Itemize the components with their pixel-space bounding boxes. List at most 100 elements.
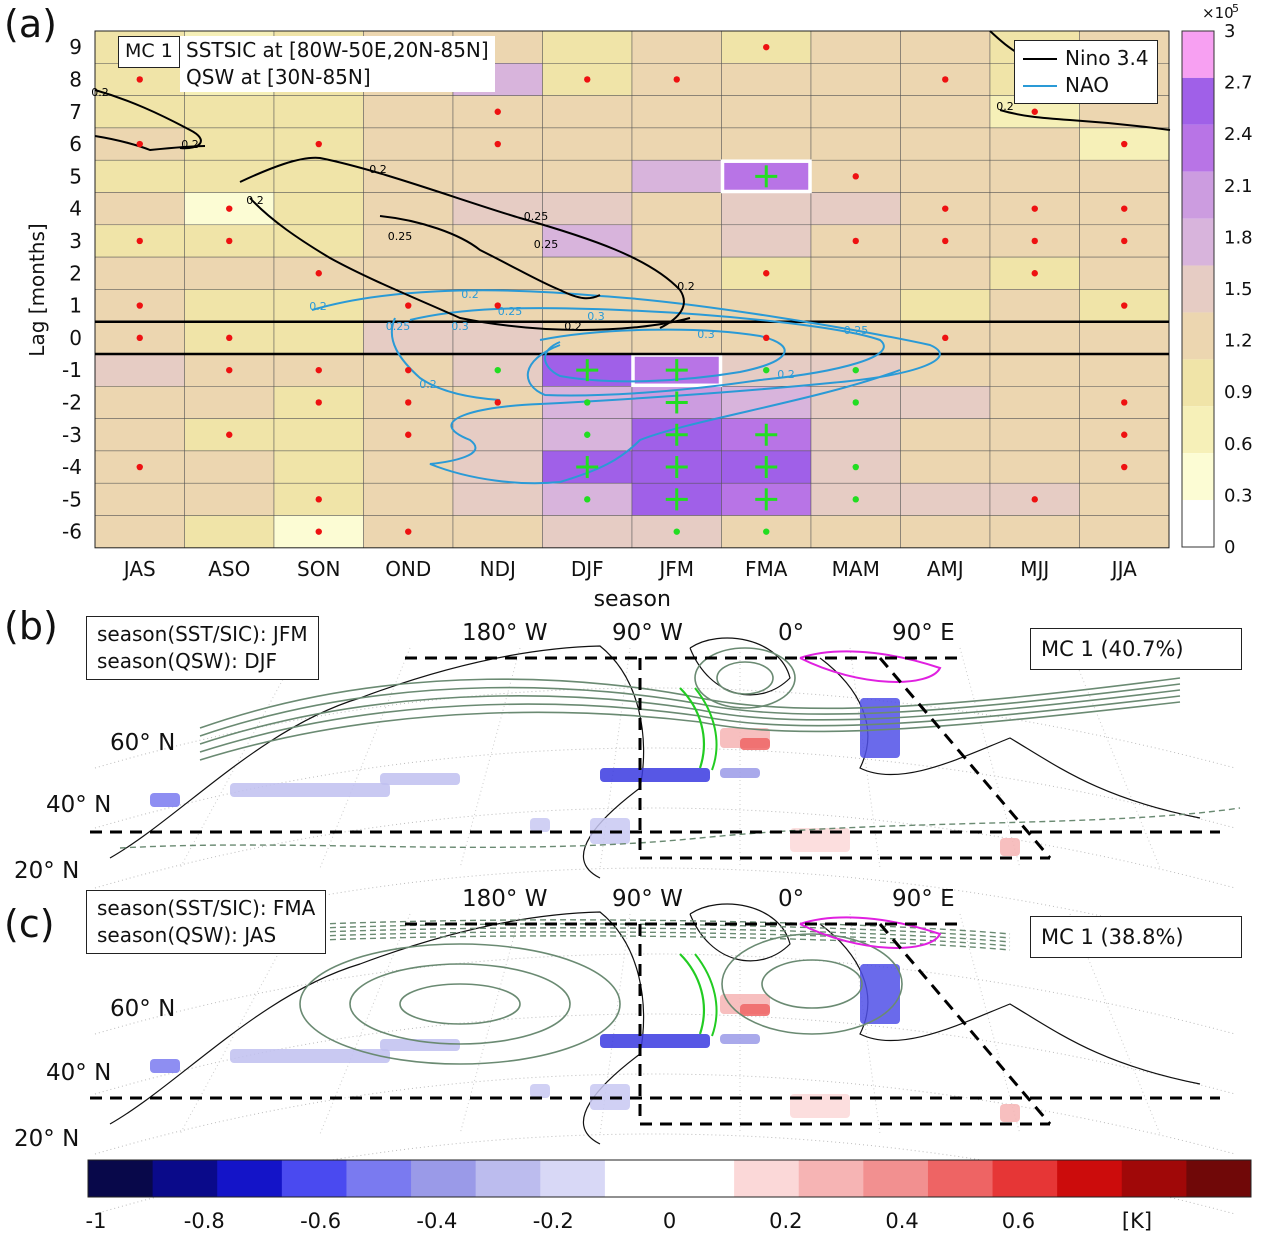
nao-contour-label: 0.3: [697, 328, 715, 341]
domain-box-right: [878, 657, 1052, 859]
heatmap-cell: [363, 95, 454, 129]
coastline-north-america: [109, 911, 645, 1145]
significance-dot-red: [942, 76, 949, 83]
heatmap-cell: [184, 256, 275, 290]
nino-contour: [94, 135, 206, 152]
significance-dot-red: [942, 237, 949, 245]
colorbar-exponent: ×10: [1202, 4, 1234, 22]
significance-dot-red: [1121, 140, 1128, 148]
nino-contour: [999, 109, 1171, 131]
y-tick-label: 0: [69, 326, 82, 350]
x-tick-label: MAM: [832, 557, 880, 581]
heatmap-cell: [721, 127, 812, 161]
nino-contour: [249, 197, 691, 332]
heatmap-cell: [94, 482, 185, 516]
significance-dot-green: [852, 463, 859, 471]
panel-b-label: (b): [4, 604, 58, 648]
heatmap-cell: [631, 95, 722, 129]
nino-contour-label: 0.25: [524, 210, 549, 223]
domain-box-right: [878, 923, 1052, 1125]
panel-a-label: (a): [4, 2, 57, 46]
heatmap-cell: [900, 30, 991, 64]
magenta-contour: [799, 916, 942, 949]
x-tick-label: MJJ: [1020, 557, 1049, 581]
mc-tag: MC 1: [125, 40, 173, 62]
nao-contour-label: 0.2: [419, 378, 437, 391]
heatmap-cell: [184, 159, 275, 193]
colorbar-bottom-tick-label: -0.2: [533, 1209, 574, 1233]
sst-anomaly-negative: [860, 964, 900, 1024]
heatmap-cell: [452, 482, 543, 516]
significance-plus-marker: [665, 423, 688, 446]
colorbar-bottom-segment: [411, 1160, 477, 1197]
colorbar-bottom-tick-label: 0.4: [885, 1209, 918, 1233]
colorbar-a-segment: [1182, 312, 1214, 360]
heatmap-cell: [631, 224, 722, 258]
colorbar-exponent-power: 5: [1232, 2, 1239, 15]
heatmap-cell: [1079, 159, 1170, 193]
significance-dot-red: [763, 270, 770, 277]
panel-c-lon-180w: 180° W: [462, 886, 548, 912]
y-tick-label: -4: [62, 455, 82, 479]
significance-dot-green: [852, 496, 859, 503]
sstsic-domain: SSTSIC at [80W-50E,20N-85N]: [186, 38, 489, 62]
significance-dot-red: [1031, 205, 1038, 212]
significance-dot-red: [494, 302, 501, 309]
heatmap-cell: [363, 127, 454, 161]
colorbar-a-segment: [1182, 453, 1214, 501]
colorbar-a-frame: [1181, 30, 1215, 548]
qsw-contour-positive: [694, 647, 796, 709]
sst-anomaly-negative: [720, 768, 760, 778]
graticule-latitude: [94, 953, 1236, 1035]
panel-b-mc-label: MC 1 (40.7%): [1041, 637, 1184, 661]
panel-b-mc-box: MC 1 (40.7%): [1030, 628, 1242, 670]
colorbar-a-segment: [1182, 500, 1214, 547]
panel-c-label: (c): [4, 902, 55, 946]
colorbar-a-tick-label: 1.5: [1224, 279, 1253, 300]
sst-anomaly-positive: [790, 828, 850, 852]
heatmap-cell: [810, 95, 901, 129]
sst-anomaly-negative: [150, 1059, 180, 1073]
heatmap-cell: [810, 256, 901, 290]
significance-plus-marker: [576, 359, 599, 382]
heatmap-cell: [721, 95, 812, 129]
sst-anomaly-negative: [720, 1034, 760, 1044]
colorbar-bottom-segment: [475, 1160, 541, 1197]
qsw-contour-negative: [119, 807, 1241, 849]
panel-c-lat-20n: 20° N: [14, 1126, 80, 1152]
qsw-contour-positive: [199, 683, 1181, 737]
colorbar-bottom-tick-label: 0.2: [769, 1209, 802, 1233]
panel-b-season-sst: season(SST/SIC): JFM: [97, 622, 308, 646]
heatmap-cell: [900, 95, 991, 129]
nino-contour-label: 0.2: [564, 320, 582, 333]
y-tick-label: -1: [62, 358, 82, 382]
heatmap-cell: [542, 515, 633, 549]
panel-c-season-sst: season(SST/SIC): FMA: [97, 896, 316, 920]
y-tick-label: 6: [69, 132, 82, 156]
significance-dot-red: [1031, 108, 1038, 115]
significance-dot-green: [763, 366, 770, 374]
colorbar-a-tick-label: 0.6: [1224, 434, 1253, 455]
qsw-contour-positive: [349, 963, 571, 1045]
colorbar-a-tick-label: 0.3: [1224, 485, 1253, 506]
heatmap-cell: [1079, 353, 1170, 387]
nino-contour-label: 0.2: [996, 100, 1014, 113]
significance-plus-marker: [665, 391, 688, 414]
heatmap-cell: [810, 63, 901, 96]
colorbar-bottom-segment: [863, 1160, 929, 1197]
significance-dot-red: [1121, 302, 1128, 309]
graticule-latitude: [94, 1073, 1236, 1155]
heatmap-cell: [1079, 256, 1170, 290]
significance-dot-red: [226, 366, 233, 374]
significance-dot-red: [315, 528, 322, 535]
heatmap-cell: [273, 289, 364, 322]
colorbar-a-tick-label: 0.9: [1224, 382, 1253, 403]
y-tick-label: 1: [69, 294, 82, 318]
significance-dot-red: [136, 140, 143, 148]
colorbar-bottom-segment: [1121, 1160, 1187, 1197]
colorbar-a-segment: [1182, 31, 1214, 78]
significance-dot-red: [315, 366, 322, 374]
heatmap-cell: [900, 159, 991, 193]
sst-anomaly-negative: [230, 1049, 390, 1063]
heatmap-cell: [1079, 515, 1170, 549]
